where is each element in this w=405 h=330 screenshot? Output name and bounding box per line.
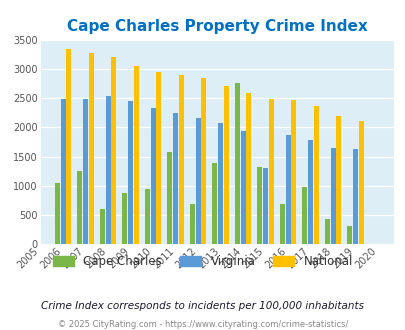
Bar bbox=[77, 171, 82, 244]
Bar bbox=[201, 78, 206, 244]
Bar bbox=[257, 167, 262, 244]
Bar bbox=[55, 183, 60, 244]
Bar bbox=[66, 49, 71, 244]
Bar bbox=[301, 187, 307, 244]
Bar bbox=[173, 113, 178, 244]
Bar bbox=[330, 148, 335, 244]
Bar bbox=[105, 96, 110, 244]
Bar bbox=[134, 66, 139, 244]
Bar bbox=[156, 72, 161, 244]
Bar bbox=[285, 136, 290, 244]
Title: Cape Charles Property Crime Index: Cape Charles Property Crime Index bbox=[67, 19, 367, 34]
Bar bbox=[145, 189, 149, 244]
Text: © 2025 CityRating.com - https://www.cityrating.com/crime-statistics/: © 2025 CityRating.com - https://www.city… bbox=[58, 319, 347, 329]
Bar bbox=[189, 205, 194, 244]
Bar bbox=[336, 115, 341, 244]
Bar bbox=[268, 99, 273, 244]
Bar bbox=[234, 83, 239, 244]
Bar bbox=[279, 205, 284, 244]
Bar bbox=[246, 93, 251, 244]
Bar bbox=[111, 56, 116, 244]
Bar bbox=[352, 149, 357, 244]
Bar bbox=[240, 131, 245, 244]
Bar bbox=[262, 168, 267, 244]
Bar bbox=[324, 219, 329, 244]
Bar bbox=[291, 100, 296, 244]
Bar bbox=[150, 108, 155, 244]
Bar bbox=[313, 106, 318, 244]
Bar bbox=[60, 99, 66, 244]
Bar bbox=[167, 152, 172, 244]
Bar bbox=[224, 86, 228, 244]
Bar bbox=[128, 101, 133, 244]
Bar bbox=[83, 99, 88, 244]
Bar bbox=[89, 53, 94, 244]
Bar bbox=[179, 75, 183, 244]
Bar bbox=[307, 140, 312, 244]
Bar bbox=[358, 121, 363, 244]
Bar bbox=[346, 226, 351, 244]
Bar bbox=[195, 118, 200, 244]
Bar bbox=[212, 163, 217, 244]
Legend: Cape Charles, Virginia, National: Cape Charles, Virginia, National bbox=[48, 250, 357, 273]
Text: Crime Index corresponds to incidents per 100,000 inhabitants: Crime Index corresponds to incidents per… bbox=[41, 301, 364, 311]
Bar bbox=[122, 193, 127, 244]
Bar bbox=[217, 123, 222, 244]
Bar bbox=[100, 209, 104, 244]
